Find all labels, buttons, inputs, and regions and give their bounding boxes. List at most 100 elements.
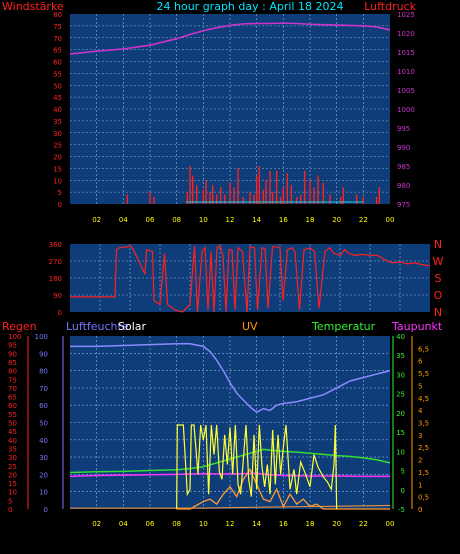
wind-panel-time-tick-label: 10 xyxy=(199,216,208,224)
wind-panel-time-tick-label: 06 xyxy=(146,216,155,224)
weather-panel-time-tick-label: 14 xyxy=(252,520,261,528)
humidity-axis-tick-label: 70 xyxy=(39,385,48,393)
wind-axis-tick-label: 15 xyxy=(53,165,62,173)
pressure-axis-tick-label: 995 xyxy=(397,125,410,133)
wind-panel-time-tick-label: 00 xyxy=(386,216,395,224)
humidity-axis-tick-label: 80 xyxy=(39,368,48,376)
humidity-axis-tick-label: 30 xyxy=(39,454,48,462)
uv-axis-tick-label: 3 xyxy=(418,432,422,440)
wind-axis-tick-label: 40 xyxy=(53,106,62,114)
humidity-axis-tick-label: 90 xyxy=(39,350,48,358)
rain-axis-tick-label: 30 xyxy=(8,454,17,462)
uv-axis-tick-label: 5,5 xyxy=(418,370,429,378)
pressure-axis-tick-label: 1015 xyxy=(397,49,415,57)
pressure-axis-tick-label: 1020 xyxy=(397,30,415,38)
temperature-axis-tick-label: 25 xyxy=(396,391,405,399)
uv-axis-tick-label: 4 xyxy=(418,407,423,415)
wind-panel-time-tick-label: 22 xyxy=(359,216,368,224)
weather-panel-time-tick-label: 16 xyxy=(279,520,288,528)
weather-panel-time-tick-label: 08 xyxy=(172,520,181,528)
legend-uv: UV xyxy=(242,320,258,333)
humidity-axis-tick-label: 0 xyxy=(44,506,48,514)
uv-line xyxy=(176,468,390,510)
rain-axis-tick-label: 60 xyxy=(8,402,17,410)
rain-axis-tick-label: 45 xyxy=(8,428,17,436)
rain-axis-tick-label: 35 xyxy=(8,445,17,453)
uv-axis-tick-label: 2,5 xyxy=(418,444,429,452)
rain-axis-tick-label: 80 xyxy=(8,368,17,376)
weather-panel-time-tick-label: 22 xyxy=(359,520,368,528)
wind-axis-tick-label: 65 xyxy=(53,47,62,55)
rain-axis-tick-label: 10 xyxy=(8,489,17,497)
legend-humidity: Luftfeuchte xyxy=(66,320,129,333)
uv-axis-tick-label: 0,5 xyxy=(418,494,429,502)
wind-panel-time-tick-label: 20 xyxy=(332,216,341,224)
weather-panel-time-tick-label: 12 xyxy=(226,520,235,528)
temperature-axis-tick-label: 40 xyxy=(396,333,405,341)
wind-axis-tick-label: 60 xyxy=(53,59,62,67)
legend-solar: Solar xyxy=(118,320,147,333)
wind-panel-time-tick-label: 12 xyxy=(226,216,235,224)
direction-axis-tick-label: 180 xyxy=(49,275,62,283)
rain-line xyxy=(70,505,391,509)
humidity-axis-tick-label: 20 xyxy=(39,471,48,479)
wind-axis-tick-label: 30 xyxy=(53,130,62,138)
rain-axis-tick-label: 65 xyxy=(8,394,17,402)
temperature-axis-tick-label: 30 xyxy=(396,371,405,379)
legend-temperature: Temperatur xyxy=(311,320,376,333)
temperature-axis-tick-label: 5 xyxy=(401,468,405,476)
direction-axis-tick-label: 270 xyxy=(49,258,62,266)
uv-axis-tick-label: 1,5 xyxy=(418,469,429,477)
pressure-axis-tick-label: 1005 xyxy=(397,87,415,95)
rain-axis-tick-label: 70 xyxy=(8,385,17,393)
rain-axis-tick-label: 85 xyxy=(8,359,17,367)
temperature-axis-tick-label: -5 xyxy=(398,506,405,514)
direction-compass-label: O xyxy=(434,289,443,302)
uv-axis-tick-label: 4,5 xyxy=(418,395,429,403)
wind-panel-time-tick-label: 18 xyxy=(306,216,315,224)
weather-panel-time-tick-label: 02 xyxy=(92,520,101,528)
direction-line xyxy=(70,244,431,313)
pressure-line xyxy=(69,22,391,55)
rain-axis-tick-label: 5 xyxy=(8,497,12,505)
temperature-axis-tick-label: 0 xyxy=(401,487,405,495)
solar-line xyxy=(176,424,338,510)
wind-axis-tick-label: 20 xyxy=(53,154,62,162)
legend-rain: Regen xyxy=(2,320,37,333)
rain-axis-tick-label: 100 xyxy=(8,333,21,341)
uv-axis-tick-label: 0 xyxy=(418,506,422,514)
wind-axis-tick-label: 50 xyxy=(53,82,62,90)
pressure-axis-tick-label: 1025 xyxy=(397,11,415,19)
wind-panel-time-tick-label: 08 xyxy=(172,216,181,224)
humidity-axis-tick-label: 40 xyxy=(39,437,48,445)
wind-axis-tick-label: 35 xyxy=(53,118,62,126)
direction-axis-tick-label: 90 xyxy=(53,292,62,300)
humidity-axis-tick-label: 100 xyxy=(35,333,48,341)
uv-axis-tick-label: 3,5 xyxy=(418,420,429,428)
humidity-axis-tick-label: 60 xyxy=(39,402,48,410)
weather-panel-time-tick-label: 10 xyxy=(199,520,208,528)
direction-compass-label: W xyxy=(433,255,444,268)
wind-axis-tick-label: 0 xyxy=(58,201,62,209)
wind-panel-time-tick-label: 04 xyxy=(119,216,128,224)
pressure-axis-tick-label: 975 xyxy=(397,201,410,209)
wind-axis-tick-label: 75 xyxy=(53,23,62,31)
temperature-axis-tick-label: 35 xyxy=(396,352,405,360)
rain-axis-tick-label: 15 xyxy=(8,480,17,488)
rain-axis-tick-label: 0 xyxy=(8,506,12,514)
humidity-axis-tick-label: 10 xyxy=(39,489,48,497)
rain-axis-tick-label: 40 xyxy=(8,437,17,445)
rain-axis-tick-label: 50 xyxy=(8,420,17,428)
pressure-axis-tick-label: 990 xyxy=(397,144,410,152)
header-title: 24 hour graph day : April 18 2024 xyxy=(157,0,344,13)
wind-axis-tick-label: 45 xyxy=(53,94,62,102)
pressure-axis-tick-label: 980 xyxy=(397,182,410,190)
humidity-axis-tick-label: 50 xyxy=(39,420,48,428)
temperature-axis-tick-label: 15 xyxy=(396,429,405,437)
wind-axis-tick-label: 10 xyxy=(53,177,62,185)
uv-axis-tick-label: 6,5 xyxy=(418,345,429,353)
rain-axis-tick-label: 90 xyxy=(8,350,17,358)
weather-panel-time-tick-label: 06 xyxy=(146,520,155,528)
rain-axis-tick-label: 55 xyxy=(8,411,17,419)
